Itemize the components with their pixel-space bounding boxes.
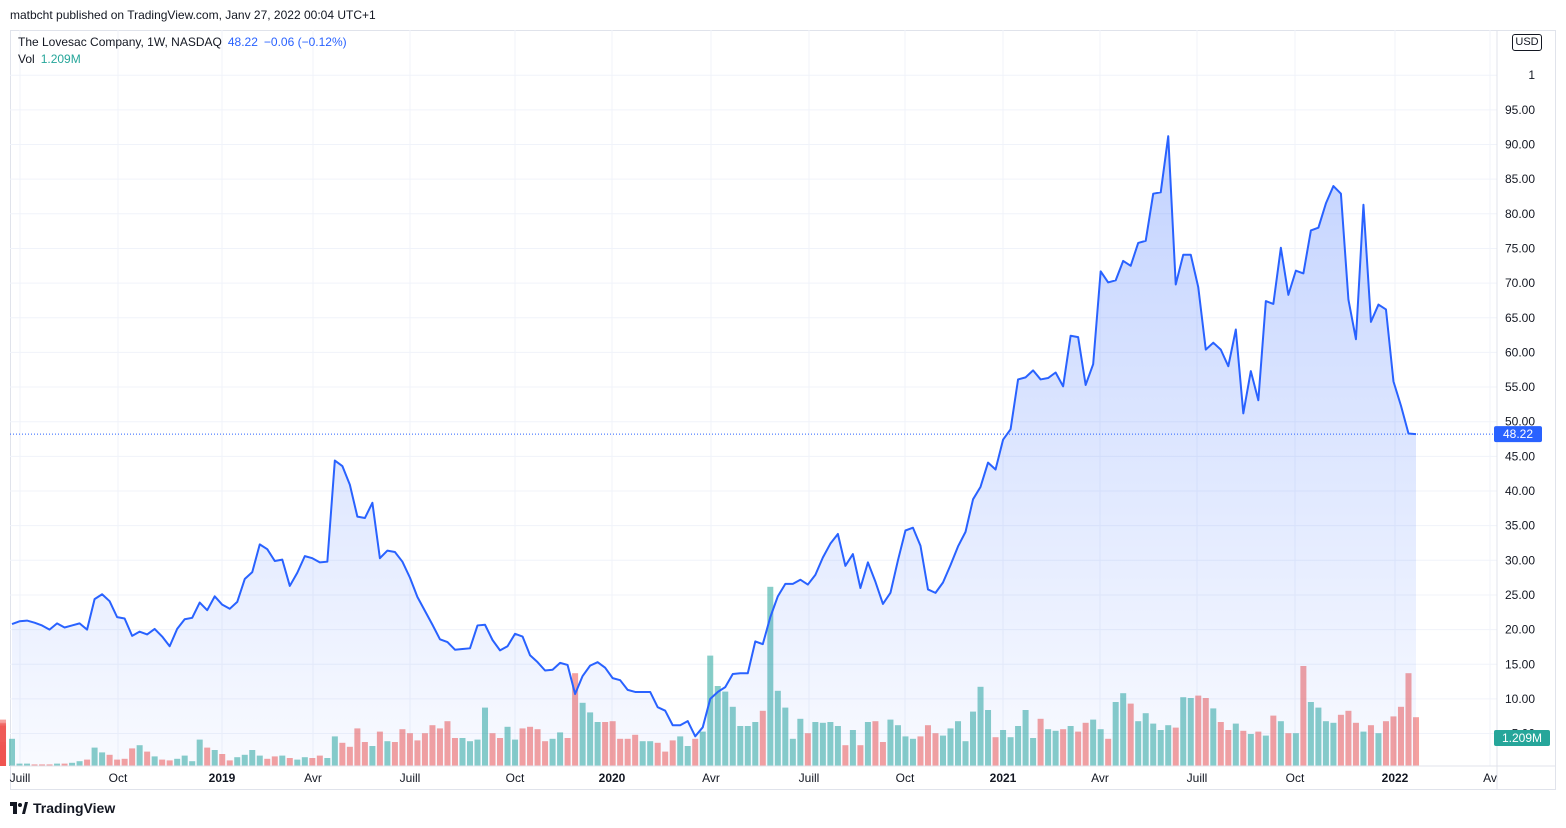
- y-tick-label: 95.00: [1505, 103, 1535, 117]
- x-tick-label: 2020: [599, 771, 626, 785]
- symbol-legend[interactable]: The Lovesac Company, 1W, NASDAQ 48.22 −0.0…: [18, 35, 347, 49]
- price-area-fill: [12, 136, 1416, 766]
- last-price-badge: 48.22: [1494, 426, 1542, 443]
- price-change-value: −0.06 (−0.12%): [263, 35, 347, 49]
- y-tick-label: 80.00: [1505, 207, 1535, 221]
- x-tick-label: 2021: [990, 771, 1017, 785]
- y-tick-label: 1: [1528, 68, 1535, 82]
- y-tick-label: 25.00: [1505, 588, 1535, 602]
- x-tick-label: Avr: [702, 771, 720, 785]
- y-tick-label: 65.00: [1505, 311, 1535, 325]
- y-tick-label: 15.00: [1505, 657, 1535, 671]
- x-tick-label: Oct: [1286, 771, 1305, 785]
- price-line: [11, 135, 1417, 738]
- volume-legend-label: Vol: [18, 52, 35, 66]
- last-volume-badge: 1.209M: [1494, 730, 1550, 746]
- x-tick-label: Juill: [1187, 771, 1208, 785]
- tradingview-logo-text: TradingView: [33, 800, 116, 816]
- x-tick-label: Oct: [109, 771, 128, 785]
- x-tick-label: Juill: [400, 771, 421, 785]
- last-volume-label: 1.209M: [1502, 731, 1542, 745]
- publisher-line: matbcht published on TradingView.com, Ja…: [10, 8, 376, 22]
- volume-bar: [0, 756, 7, 766]
- time-axis[interactable]: Juill Oct 2019 Avr Juill Oct 2020 Avr Juill Oct 20…: [10, 771, 1497, 785]
- currency-badge[interactable]: USD: [1512, 34, 1542, 51]
- y-tick-label: 35.00: [1505, 519, 1535, 533]
- x-tick-label: Juill: [10, 771, 31, 785]
- x-tick-label: Oct: [506, 771, 525, 785]
- y-tick-label: 30.00: [1505, 553, 1535, 567]
- y-tick-label: 90.00: [1505, 138, 1535, 152]
- last-price-label: 48.22: [1503, 427, 1533, 441]
- volume-bar: [0, 726, 7, 766]
- tradingview-logo-icon: [10, 802, 28, 814]
- y-tick-label: 55.00: [1505, 380, 1535, 394]
- y-tick-label: 50.00: [1505, 415, 1535, 429]
- price-axis[interactable]: 5.0010.0015.0020.0025.0030.0035.0040.004…: [10, 30, 1556, 790]
- y-tick-label: 85.00: [1505, 172, 1535, 186]
- x-tick-label: 2022: [1382, 771, 1409, 785]
- y-tick-label: 75.00: [1505, 241, 1535, 255]
- y-tick-label: 40.00: [1505, 484, 1535, 498]
- y-tick-label: 70.00: [1505, 276, 1535, 290]
- x-tick-label: 2019: [209, 771, 236, 785]
- volume-legend[interactable]: Vol 1.209M: [18, 52, 81, 66]
- y-tick-label: 10.00: [1505, 692, 1535, 706]
- x-tick-label: Avr: [304, 771, 322, 785]
- tradingview-logo[interactable]: TradingView: [10, 800, 115, 816]
- y-tick-label: 60.00: [1505, 345, 1535, 359]
- x-tick-label: Avr: [1091, 771, 1109, 785]
- last-price-value: 48.22: [227, 35, 258, 49]
- symbol-title: The Lovesac Company, 1W, NASDAQ: [18, 35, 222, 49]
- x-tick-label: Juill: [799, 771, 820, 785]
- x-tick-label: Oct: [896, 771, 915, 785]
- y-tick-label: 20.00: [1505, 623, 1535, 637]
- y-tick-label: 45.00: [1505, 449, 1535, 463]
- chart-frame: [10, 30, 1556, 790]
- x-tick-label: Av: [1483, 771, 1497, 785]
- volume-legend-value: 1.209M: [40, 52, 81, 66]
